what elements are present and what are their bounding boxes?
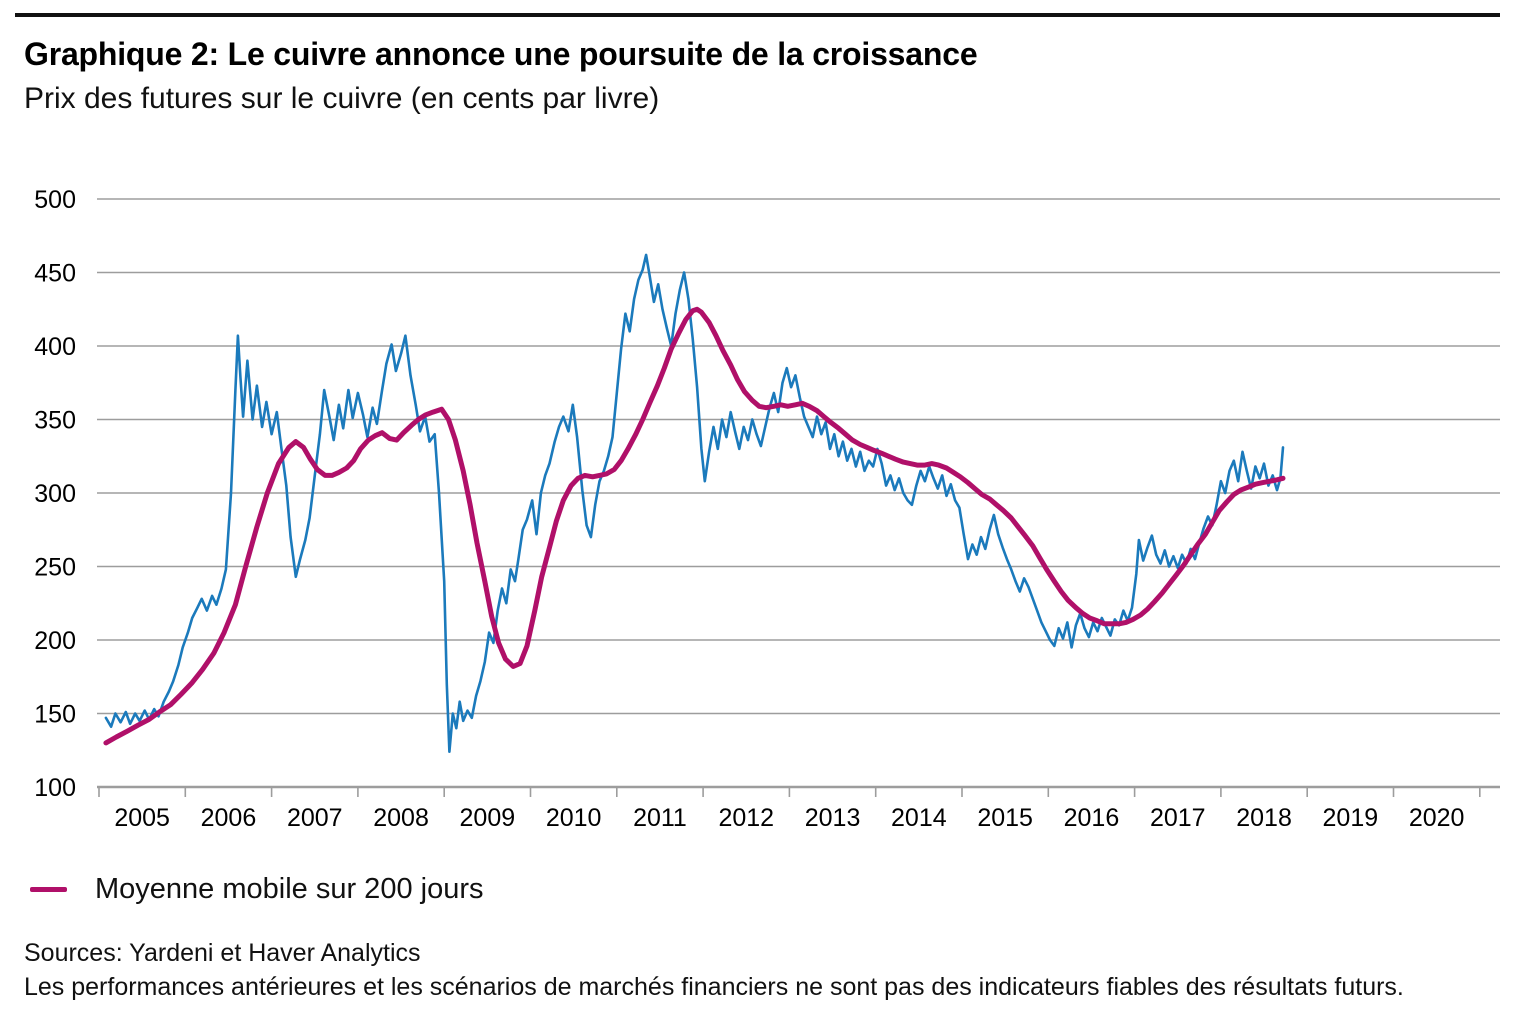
x-axis-year-label: 2017 [1150, 804, 1206, 832]
y-axis-tick-label: 400 [34, 333, 76, 361]
y-axis-tick-label: 150 [34, 701, 76, 729]
chart-legend: Moyenne mobile sur 200 jours [30, 872, 483, 906]
price-series-line [104, 253, 1285, 754]
x-axis-year-label: 2014 [891, 804, 947, 832]
x-axis-year-label: 2018 [1236, 804, 1292, 832]
y-axis-tick-label: 450 [34, 260, 76, 288]
x-axis-year-label: 2020 [1409, 804, 1465, 832]
x-axis-year-label: 2006 [201, 804, 257, 832]
moving-average-legend-label: Moyenne mobile sur 200 jours [95, 872, 484, 905]
sources-note: Sources: Yardeni et Haver Analytics [24, 939, 421, 967]
x-axis-year-label: 2010 [546, 804, 602, 832]
chart-title: Graphique 2: Le cuivre annonce une pours… [24, 36, 978, 72]
copper-futures-chart: 100 150 200 250 300 350 400 450 500 2005 2006 2007 2… [34, 186, 1500, 832]
moving-average-legend-swatch [30, 886, 67, 892]
x-axis-year-label: 2009 [460, 804, 516, 832]
x-axis-year-label: 2011 [633, 804, 687, 832]
y-axis-tick-label: 500 [34, 186, 76, 214]
x-axis-year-label: 2013 [805, 804, 861, 832]
y-axis-tick-label: 200 [34, 627, 76, 655]
y-axis-tick-label: 350 [34, 407, 76, 435]
disclaimer-note: Les performances antérieures et les scén… [24, 973, 1404, 1001]
y-axis-tick-label: 100 [34, 774, 76, 802]
x-axis-year-label: 2015 [977, 804, 1033, 832]
moving-average-line [103, 306, 1286, 746]
x-axis-year-label: 2007 [287, 804, 343, 832]
x-axis-year-label: 2019 [1323, 804, 1379, 832]
x-axis-year-label: 2008 [373, 804, 429, 832]
top-rule [15, 13, 1500, 17]
y-axis-tick-label: 300 [34, 480, 76, 508]
y-axis-tick-label: 250 [34, 554, 76, 582]
chart-subtitle: Prix des futures sur le cuivre (en cents… [24, 82, 660, 115]
x-axis-year-label: 2005 [114, 804, 170, 832]
x-axis-year-label: 2016 [1064, 804, 1120, 832]
x-axis-year-label: 2012 [718, 804, 774, 832]
